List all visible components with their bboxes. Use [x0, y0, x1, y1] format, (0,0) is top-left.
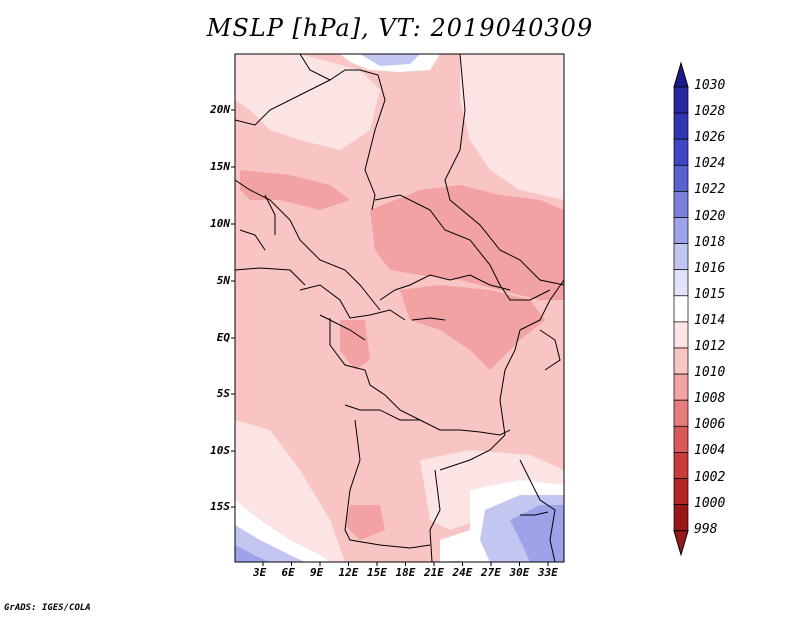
colorbar-label: 1014 [694, 312, 726, 328]
colorbar-swatch [673, 269, 689, 297]
grads-credit: GrADS: IGES/COLA [4, 603, 91, 613]
colorbar-top-arrow [673, 61, 689, 88]
lat-label: 10N [210, 217, 230, 230]
lat-label: 15S [210, 500, 230, 513]
colorbar-swatch [673, 164, 689, 192]
lon-label: 33E [538, 566, 558, 579]
colorbar-label: 1028 [694, 104, 726, 120]
axis-ticks [231, 109, 549, 566]
colorbar-swatch [673, 478, 689, 505]
colorbar-label: 1016 [694, 260, 726, 276]
colorbar-swatch [673, 321, 689, 349]
colorbar-label: 1006 [694, 417, 726, 433]
colorbar-label: 1015 [694, 286, 726, 302]
colorbar-swatch [673, 217, 689, 244]
colorbar-label: 1030 [694, 78, 726, 93]
map-title: MSLP [hPa], VT: 2019040309 [206, 14, 594, 42]
map-frame [234, 53, 565, 563]
colorbar-label: 1010 [694, 365, 726, 381]
lon-label: 15E [367, 566, 387, 579]
colorbar-label: 1000 [694, 495, 726, 511]
colorbar-label: 998 [694, 521, 718, 537]
colorbar-bottom-arrow [673, 530, 689, 557]
pressure-field [235, 54, 564, 562]
colorbar-swatch [673, 347, 689, 375]
colorbar-swatch [673, 86, 689, 114]
country-borders [235, 54, 564, 562]
colorbar-label: 1004 [694, 443, 726, 459]
colorbar-label: 1012 [694, 339, 726, 354]
lon-label: 3E [253, 566, 267, 579]
lat-label: 20N [210, 103, 230, 116]
lat-label: 15N [210, 160, 230, 173]
colorbar-swatch [673, 504, 689, 532]
lon-label: 27E [481, 566, 501, 579]
lat-label: 5N [216, 274, 230, 287]
lat-label: 5S [216, 387, 230, 400]
colorbar-swatch [673, 112, 689, 140]
lon-label: 9E [310, 566, 324, 579]
colorbar-label: 1008 [694, 391, 726, 407]
colorbar-swatch [673, 425, 689, 453]
colorbar-swatch [673, 138, 689, 166]
colorbar-swatch [673, 243, 689, 271]
colorbar [673, 61, 689, 557]
lon-label: 24E [452, 566, 473, 579]
lon-label: 30E [509, 566, 530, 579]
colorbar-label: 1026 [694, 130, 726, 146]
lon-label: 18E [395, 566, 416, 579]
colorbar-label: 1024 [694, 156, 726, 172]
colorbar-label: 1018 [694, 234, 726, 250]
colorbar-label: 1022 [694, 182, 726, 198]
colorbar-swatch [673, 373, 689, 401]
lon-label: 6E [281, 566, 295, 579]
colorbar-swatch [673, 452, 689, 479]
colorbar-label: 1002 [694, 469, 726, 485]
lon-label: 12E [338, 566, 359, 579]
colorbar-swatch [673, 399, 689, 427]
lat-label: 10S [210, 444, 230, 457]
lon-label: 21E [424, 566, 444, 579]
colorbar-swatch [673, 191, 689, 218]
lat-label: EQ [216, 331, 230, 344]
colorbar-label: 1020 [694, 208, 726, 224]
colorbar-swatch [673, 295, 689, 323]
